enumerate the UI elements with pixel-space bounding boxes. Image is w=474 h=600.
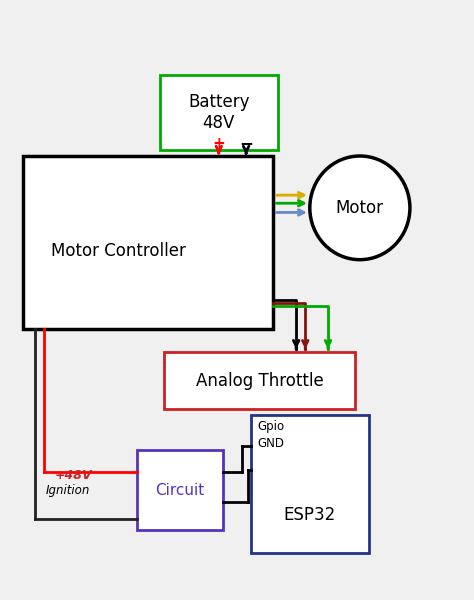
Bar xyxy=(160,76,278,150)
Text: +48V: +48V xyxy=(55,469,92,482)
Bar xyxy=(251,415,369,553)
Bar xyxy=(23,156,273,329)
Bar xyxy=(164,352,356,409)
Text: −: − xyxy=(239,134,253,152)
Bar xyxy=(137,450,223,530)
Text: Motor: Motor xyxy=(336,199,384,217)
Text: Motor Controller: Motor Controller xyxy=(51,242,186,260)
Text: Gpio
GND: Gpio GND xyxy=(257,421,284,451)
Text: ESP32: ESP32 xyxy=(283,506,336,524)
Text: Circuit: Circuit xyxy=(155,482,205,497)
Ellipse shape xyxy=(310,156,410,260)
Text: Analog Throttle: Analog Throttle xyxy=(196,371,324,389)
Text: Ignition: Ignition xyxy=(46,484,90,497)
Text: Battery
48V: Battery 48V xyxy=(188,94,249,132)
Text: +: + xyxy=(212,136,225,151)
